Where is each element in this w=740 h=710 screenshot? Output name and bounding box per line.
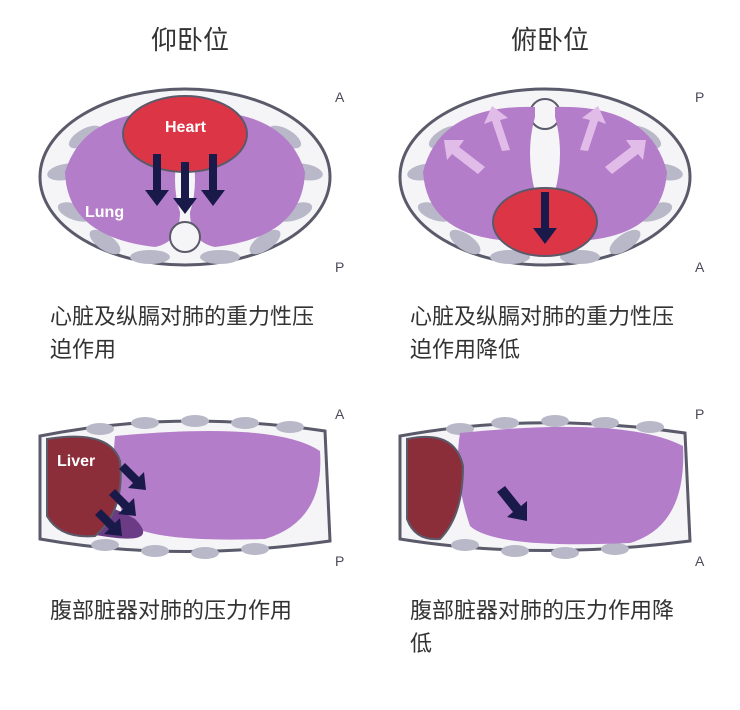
caption-top-right: 心脏及纵膈对肺的重力性压迫作用降低 <box>380 282 720 391</box>
column-title-right: 俯卧位 <box>380 20 720 72</box>
label-a-br: A <box>695 553 705 569</box>
label-p-br: P <box>695 406 704 422</box>
label-lung: Lung <box>85 204 124 221</box>
label-p-tl: P <box>335 259 344 275</box>
panel-top-left: Heart Lung A P <box>20 72 360 282</box>
caption-top-left: 心脏及纵膈对肺的重力性压迫作用 <box>20 282 360 391</box>
label-p-tr: P <box>695 89 704 105</box>
caption-bottom-right: 腹部脏器对肺的压力作用降低 <box>380 576 720 685</box>
label-a-bl: A <box>335 406 345 422</box>
label-liver: Liver <box>57 453 95 470</box>
label-a-tl: A <box>335 89 345 105</box>
panel-bottom-right: P A <box>380 391 720 576</box>
panel-top-right: P A <box>380 72 720 282</box>
label-heart: Heart <box>165 119 207 136</box>
label-a-tr: A <box>695 259 705 275</box>
panel-bottom-left: Liver A P <box>20 391 360 576</box>
caption-bottom-left: 腹部脏器对肺的压力作用 <box>20 576 360 685</box>
label-p-bl: P <box>335 553 344 569</box>
column-title-left: 仰卧位 <box>20 20 360 72</box>
